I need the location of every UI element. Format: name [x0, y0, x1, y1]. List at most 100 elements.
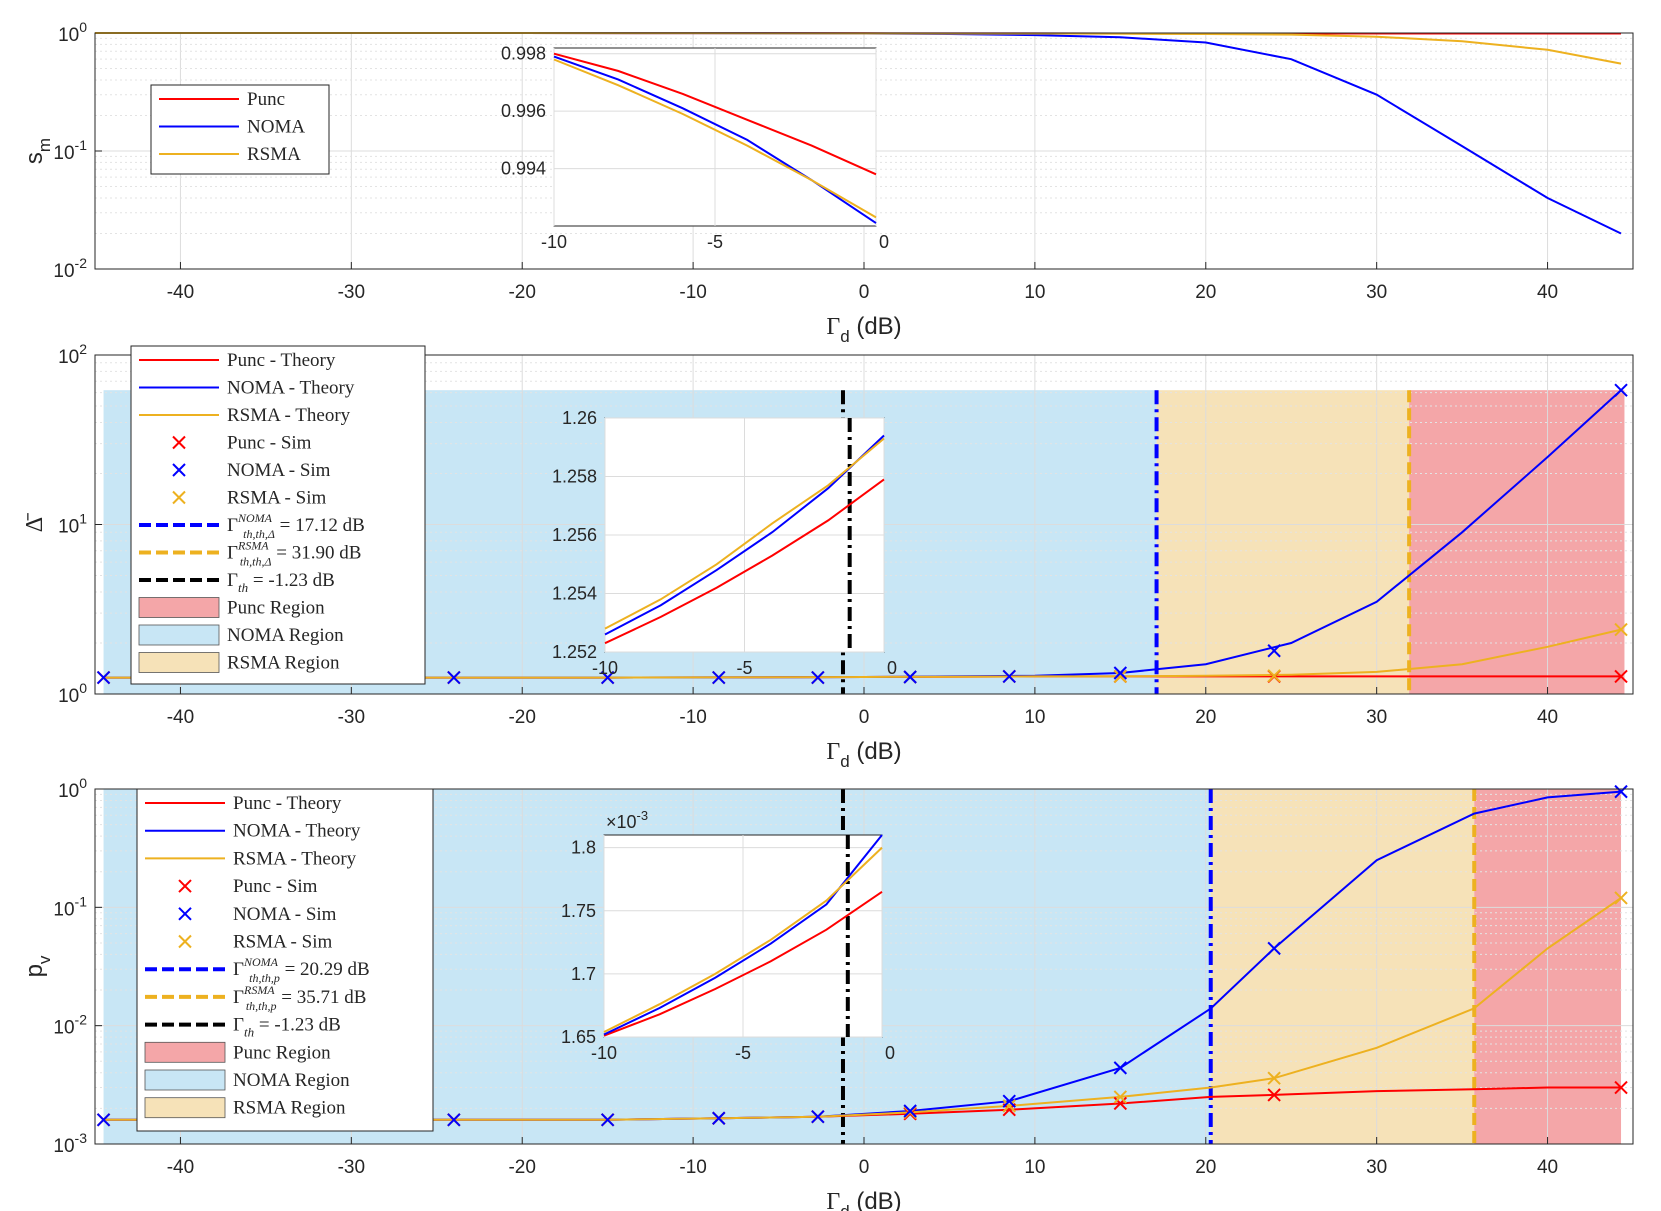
- inset-chart: -10 -5 0 1.65 1.7 1.75 1.8 ×10-3: [561, 808, 895, 1063]
- inset-line-rsma: [553, 58, 877, 219]
- y-tick-base: 10: [53, 1018, 74, 1039]
- x-tick-label: 0: [859, 1157, 870, 1178]
- y-tick-exp: -2: [75, 1012, 88, 1028]
- y-tick-label: 101: [58, 511, 87, 538]
- sim-marker-noma: [96, 1113, 111, 1127]
- x-tick-label: -10: [679, 707, 706, 728]
- legend-item-6-label: ΓNOMA th,th,Δ = 17.12 dB: [227, 511, 365, 541]
- legend-item-10-label: NOMA Region: [227, 625, 344, 646]
- label-part: th: [238, 580, 248, 595]
- y-tick-base: 10: [58, 25, 79, 46]
- inset-chart: -10 -5 0 1.252 1.254 1.256 1.258 1.26: [552, 408, 897, 678]
- y-tick-label: 10-1: [53, 893, 87, 920]
- sim-marker-noma: [447, 1113, 461, 1127]
- sim-marker-noma: [712, 670, 726, 685]
- legend-item-10-swatch: [138, 624, 220, 646]
- inset-y-tick-label: 1.65: [561, 1027, 596, 1047]
- legend-item-1-label: NOMA - Theory: [227, 378, 355, 399]
- y-tick-exp: -1: [75, 893, 88, 909]
- inset-line-noma: [604, 434, 885, 636]
- inset-x-tick-label: -10: [591, 1043, 617, 1063]
- legend-item-1-label: NOMA: [247, 117, 305, 138]
- label-part: th,th,p: [249, 971, 280, 985]
- y-tick-exp: -3: [75, 1130, 88, 1146]
- x-tick-label: -40: [167, 282, 194, 303]
- sim-marker-noma: [903, 670, 917, 684]
- x-tick-label: 30: [1366, 707, 1387, 728]
- x-tick-label: -30: [338, 1157, 365, 1178]
- sim-marker-noma: [96, 670, 111, 685]
- legend-item-0-label: Punc - Theory: [233, 793, 342, 814]
- label-part: d: [840, 752, 849, 771]
- y-tick-exp: 0: [79, 680, 87, 696]
- sim-marker-rsma: [1113, 1090, 1128, 1104]
- sim-marker-rsma: [1267, 669, 1281, 683]
- legend-item-3-label: Punc - Sim: [227, 433, 312, 454]
- inset-x-tick-label: -10: [541, 232, 567, 252]
- x-tick-label: 40: [1537, 707, 1558, 728]
- sim-marker-punc: [1614, 1080, 1628, 1095]
- label-part: Γ: [227, 543, 238, 564]
- inset-y-tick-label: 1.256: [552, 525, 597, 545]
- sim-marker-noma: [811, 670, 825, 685]
- legend-item-1-label: NOMA - Theory: [233, 821, 361, 842]
- label-part: th,th,Δ: [243, 527, 275, 541]
- legend-item-7-label: ΓRSMA th,th,p = 35.71 dB: [233, 983, 366, 1013]
- y-tick-exp: -2: [75, 255, 88, 271]
- legend-item-3-swatch: [172, 435, 186, 450]
- sim-marker-noma: [1267, 644, 1281, 658]
- series-line-rsma: [103, 628, 1622, 679]
- x-tick-label: 40: [1537, 1157, 1558, 1178]
- inset-y-tick-label: 0.996: [501, 101, 546, 121]
- inset-y-tick-label: 1.26: [562, 408, 597, 428]
- inset-line-rsma: [604, 437, 885, 630]
- legend-item-11-label: RSMA Region: [233, 1098, 346, 1119]
- y-tick-base: 10: [53, 143, 74, 164]
- legend-item-2-label: RSMA - Theory: [233, 848, 357, 869]
- x-tick-label: -10: [679, 1157, 706, 1178]
- x-tick-label: -20: [508, 707, 535, 728]
- sim-marker-rsma: [1614, 891, 1628, 905]
- y-tick-base: 10: [58, 781, 79, 802]
- sim-marker-rsma: [1614, 622, 1628, 637]
- inset-x-tick-label: 0: [885, 1043, 895, 1063]
- legend-item-5-label: RSMA - Sim: [227, 488, 326, 509]
- sim-marker-noma: [447, 670, 461, 685]
- y-tick-label: 10-2: [53, 1012, 87, 1039]
- legend-item-9-swatch: [138, 597, 220, 618]
- y-tick-label: 100: [58, 680, 87, 707]
- inset-y-tick-label: 1.8: [571, 838, 596, 858]
- label-part: Γ: [227, 515, 238, 536]
- inset-line-punc: [604, 478, 885, 645]
- y-tick-exp: 0: [79, 19, 87, 35]
- legend-item-4-swatch: [178, 907, 192, 921]
- label-part: = 20.29 dB: [280, 959, 370, 980]
- region-rsma_region: [1156, 390, 1410, 694]
- label-part: (dB): [850, 738, 902, 765]
- label-part: NOMA: [243, 955, 279, 969]
- y-tick-base: 10: [53, 1136, 74, 1157]
- x-tick-label: -40: [167, 1157, 194, 1178]
- legend-item-8-label: Γth = -1.23 dB: [233, 1015, 341, 1040]
- y-tick-label: 10-1: [53, 137, 87, 164]
- x-tick-label: 30: [1366, 1157, 1387, 1178]
- label-part: = 31.90 dB: [272, 543, 362, 564]
- label-part: Γ: [233, 987, 244, 1008]
- inset-y-tick-label: 1.75: [561, 901, 596, 921]
- legend: Punc - Theory NOMA - Theory RSMA - Theory P…: [136, 788, 434, 1132]
- inset-line-punc: [553, 52, 877, 176]
- y-tick-exp: 0: [79, 775, 87, 791]
- y-tick-label: 100: [58, 775, 87, 802]
- inset-y-tick-label: 0.998: [501, 44, 546, 64]
- sim-marker-noma: [600, 670, 615, 685]
- sim-marker-noma: [1002, 669, 1016, 684]
- x-tick-label: 10: [1024, 282, 1045, 303]
- y-tick-base: 10: [58, 517, 79, 538]
- inset-multiplier: ×10-3: [606, 808, 648, 832]
- label-part: th: [244, 1025, 254, 1040]
- label-part: ×10: [606, 812, 637, 832]
- inset-x-tick-label: -5: [735, 1043, 751, 1063]
- inset-x-tick-label: 0: [887, 658, 897, 678]
- label-part: th,th,p: [246, 999, 277, 1013]
